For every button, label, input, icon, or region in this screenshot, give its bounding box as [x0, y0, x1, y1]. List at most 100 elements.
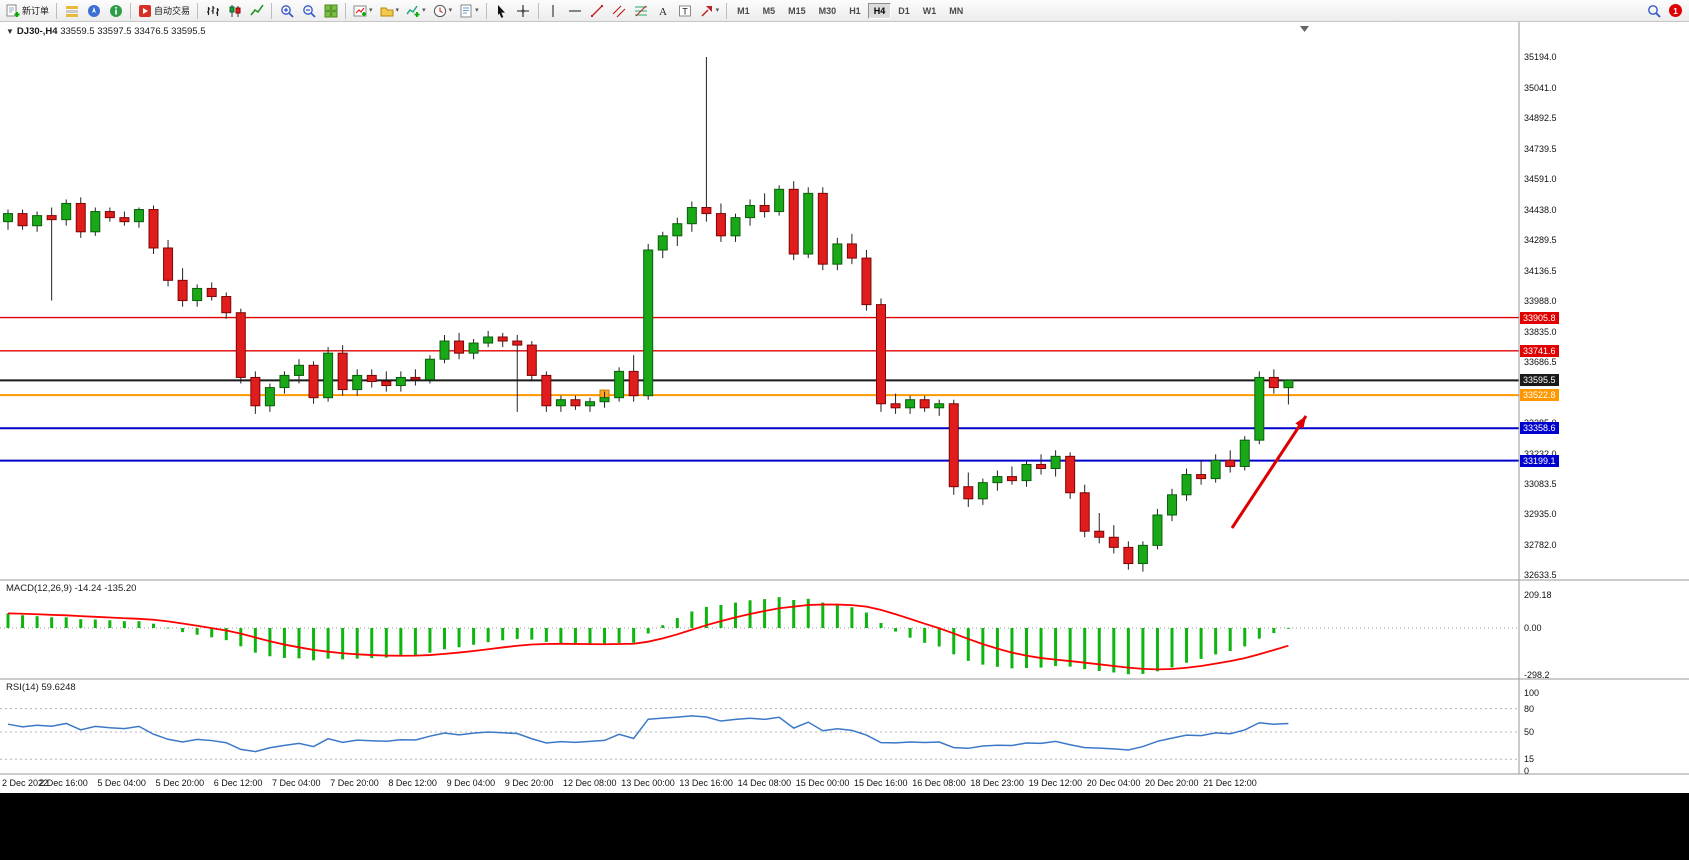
- time-axis-label: 19 Dec 12:00: [1028, 778, 1083, 788]
- price-axis-label: 34438.0: [1524, 204, 1557, 215]
- vertical-line-button[interactable]: [543, 1, 564, 20]
- periods-button-caret-icon[interactable]: ▾: [448, 7, 453, 14]
- rsi-axis-label: 15: [1524, 754, 1535, 765]
- price-axis-label: 33232.0: [1524, 449, 1557, 459]
- new-order-button[interactable]: 新订单: [3, 1, 52, 20]
- price-chart-canvas[interactable]: [0, 22, 1689, 793]
- time-axis-label: 7 Dec 04:00: [272, 778, 321, 788]
- crosshair-button[interactable]: [513, 1, 534, 20]
- time-axis-label: 8 Dec 12:00: [388, 778, 437, 788]
- templates-button[interactable]: ▾: [456, 1, 482, 20]
- time-axis-label: 15 Dec 00:00: [795, 778, 850, 788]
- templates-button-caret-icon[interactable]: ▾: [475, 7, 479, 14]
- clock-icon: [433, 4, 447, 18]
- timeframe-button-w1[interactable]: W1: [922, 5, 937, 16]
- arrows-icon: [700, 4, 714, 18]
- rsi-axis-label: 100: [1524, 688, 1540, 698]
- price-axis-label: 34289.5: [1524, 234, 1557, 245]
- new-chart-button[interactable]: ▾: [350, 1, 376, 20]
- time-axis-label: 21 Dec 12:00: [1203, 778, 1257, 788]
- macd-name: MACD(12,26,9): [6, 583, 72, 594]
- channel-icon: [612, 4, 626, 18]
- timeframe-button-m1[interactable]: M1: [737, 5, 750, 16]
- search-button[interactable]: [1643, 1, 1664, 20]
- chart-menu-icon[interactable]: ▼: [6, 27, 14, 36]
- chart-symbol-period: DJ30-,H4: [16, 26, 58, 37]
- tile-windows-button[interactable]: [320, 1, 341, 20]
- timeframe-button-d1[interactable]: D1: [898, 5, 910, 16]
- timeframe-button-h4[interactable]: H4: [867, 2, 892, 19]
- timeframe-button-m5[interactable]: M5: [762, 5, 776, 16]
- time-axis-label: 9 Dec 20:00: [504, 778, 554, 788]
- timeframe-button-mn[interactable]: MN: [949, 5, 964, 16]
- time-axis-label: 13 Dec 00:00: [621, 778, 675, 788]
- price-axis-label: 34892.5: [1524, 112, 1557, 123]
- time-axis-label: 5 Dec 20:00: [155, 778, 205, 788]
- timeframe-button-h1[interactable]: H1: [849, 5, 861, 16]
- linechart-icon: [249, 4, 264, 18]
- fibonacci-button[interactable]: [631, 1, 652, 20]
- toolbar-separator: [726, 2, 728, 19]
- template-icon: [459, 4, 473, 18]
- zoom-out-button[interactable]: [298, 1, 319, 20]
- indicators-button[interactable]: ▾: [403, 1, 429, 20]
- rsi-line: [7, 715, 1289, 753]
- text-button[interactable]: A: [653, 1, 674, 20]
- navigator-button[interactable]: [83, 1, 104, 20]
- line-chart-button[interactable]: [246, 1, 267, 20]
- newchart-icon: [353, 4, 367, 18]
- time-axis-label: 2 Dec 16:00: [39, 778, 88, 788]
- market-watch-button[interactable]: [61, 1, 82, 20]
- terminal-background: [0, 793, 1689, 860]
- toolbar-separator: [271, 2, 273, 19]
- candlestick-chart-button[interactable]: [224, 1, 245, 20]
- price-axis-label: 34591.0: [1524, 173, 1557, 184]
- trendline-button[interactable]: [587, 1, 608, 20]
- channel-button[interactable]: [609, 1, 630, 20]
- new-chart-button-caret-icon[interactable]: ▾: [369, 7, 373, 14]
- price-tag-33199.1: 33199.1: [1520, 454, 1559, 467]
- price-axis-label: 32935.0: [1524, 509, 1557, 519]
- price-axis-label: 34136.5: [1524, 265, 1557, 276]
- macd-axis-label: 209.18: [1524, 589, 1552, 600]
- chart-window[interactable]: ▼ DJ30-,H4 33559.5 33597.5 33476.5 33595.…: [0, 22, 1689, 793]
- arrows-button[interactable]: ▾: [697, 1, 723, 20]
- bar-chart-button[interactable]: [202, 1, 223, 20]
- time-axis-label: 7 Dec 20:00: [330, 778, 379, 788]
- profiles-button[interactable]: ▾: [377, 1, 403, 20]
- chart-scroll-marker-icon[interactable]: [1300, 26, 1309, 32]
- timeframe-button-m15[interactable]: M15: [788, 5, 806, 16]
- trend-arrow-annotation[interactable]: [1230, 415, 1308, 529]
- cursor-button[interactable]: [491, 1, 512, 20]
- horizontal-line-button[interactable]: [565, 1, 586, 20]
- auto-trading-button[interactable]: 自动交易: [135, 1, 193, 20]
- time-axis-label: 15 Dec 16:00: [854, 778, 908, 788]
- price-axis-label: 34739.5: [1524, 143, 1557, 154]
- macd-indicator-label: MACD(12,26,9) -14.24 -135.20: [6, 583, 136, 594]
- bars-icon: [206, 4, 220, 18]
- tile-icon: [324, 4, 338, 18]
- periods-button[interactable]: ▾: [430, 1, 456, 20]
- hline-icon: [568, 4, 582, 18]
- time-axis-label: 16 Dec 08:00: [912, 778, 966, 788]
- timeframe-button-m30[interactable]: M30: [818, 5, 837, 16]
- price-axis-label: 35194.0: [1524, 52, 1557, 62]
- price-axis-label: 32782.0: [1524, 539, 1557, 550]
- time-axis-label: 6 Dec 12:00: [213, 778, 263, 788]
- time-axis-label: 20 Dec 20:00: [1145, 778, 1199, 788]
- time-axis-label: 14 Dec 08:00: [737, 778, 792, 788]
- alerts-button[interactable]: 1: [1665, 1, 1686, 20]
- price-axis-label: 33988.0: [1524, 295, 1557, 306]
- indicators-button-caret-icon[interactable]: ▾: [422, 7, 426, 14]
- label-button[interactable]: T: [675, 1, 696, 20]
- terminal-button[interactable]: [105, 1, 126, 20]
- profiles-button-caret-icon[interactable]: ▾: [395, 7, 400, 14]
- zoom-in-button[interactable]: [276, 1, 297, 20]
- cursor-icon: [494, 4, 508, 18]
- price-tag-33595.5: 33595.5: [1520, 374, 1559, 387]
- arrows-button-caret-icon[interactable]: ▾: [715, 7, 720, 14]
- profiles-icon: [380, 4, 394, 18]
- textA-icon: A: [656, 4, 670, 18]
- candles-series: [3, 57, 1294, 572]
- time-axis-label: 18 Dec 23:00: [970, 778, 1024, 788]
